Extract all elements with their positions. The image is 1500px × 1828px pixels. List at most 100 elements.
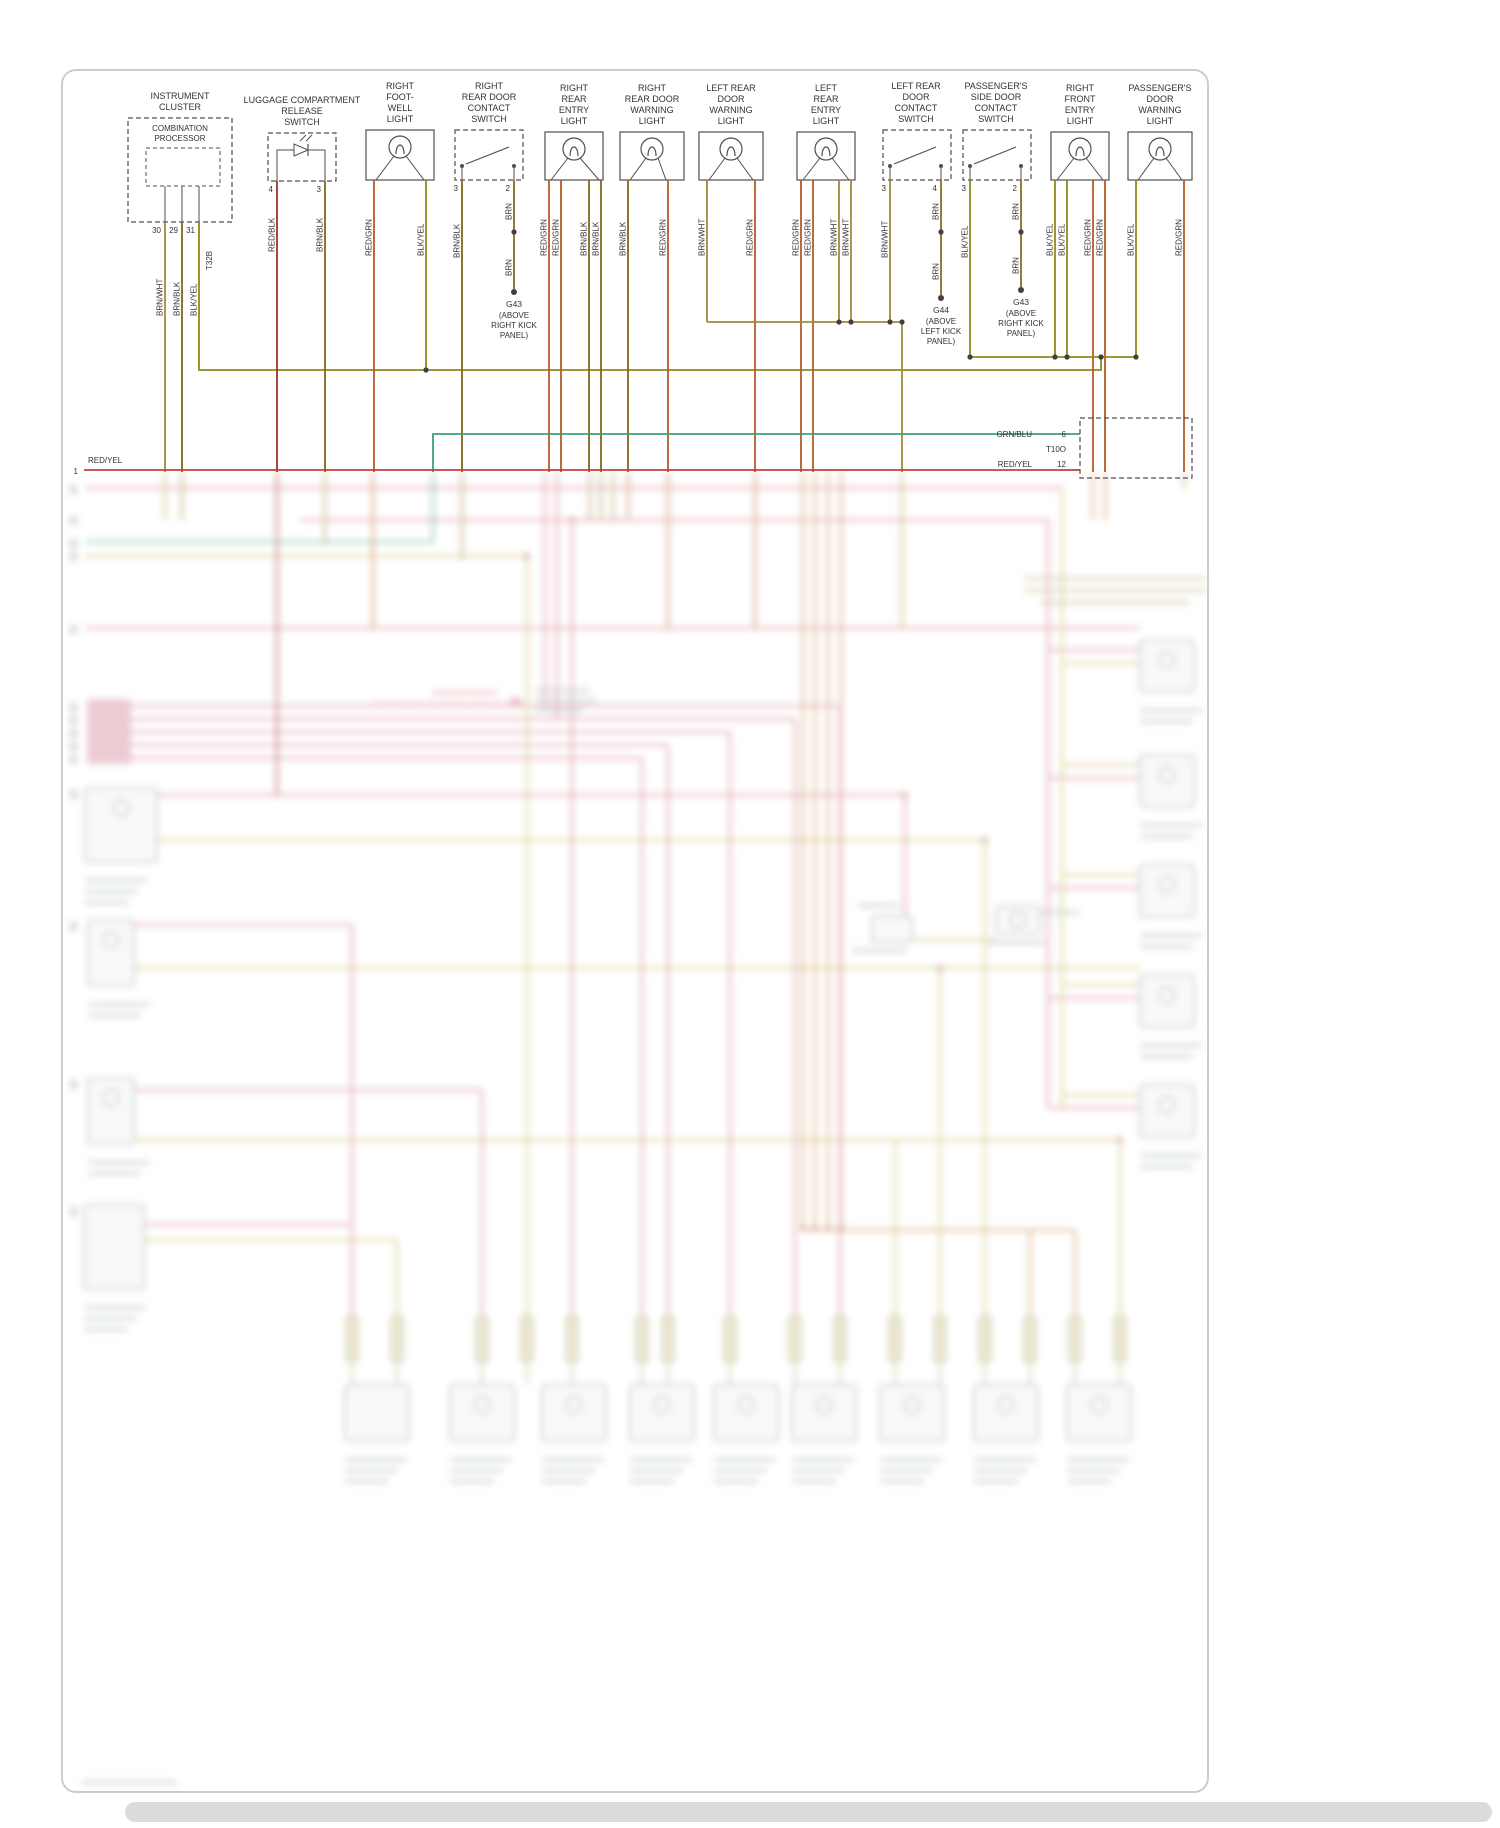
component-title: LIGHT	[813, 116, 840, 126]
blurred-component-box	[84, 787, 158, 863]
blurred-row-number	[70, 539, 77, 548]
ground-name: G43	[1013, 297, 1029, 307]
component-title: PASSENGER'S	[1128, 83, 1191, 93]
wire-color-label: BRN	[932, 203, 941, 220]
wire-color-label: RED/BLK	[268, 217, 277, 252]
wire-color-label: RED/GRN	[1175, 219, 1184, 256]
lamp-leg	[1056, 157, 1075, 181]
junction-dot	[899, 319, 905, 325]
component-title: SWITCH	[898, 114, 934, 124]
blurred-component-symbol	[1158, 1096, 1176, 1114]
lamp-leg	[375, 155, 395, 181]
blurred-junction-dot	[524, 553, 530, 559]
blurred-text-blob	[630, 1457, 692, 1462]
blurred-component-box	[344, 1384, 410, 1442]
contact-dot	[939, 164, 943, 168]
blurred-text-blob	[714, 1479, 758, 1484]
right-connector-box	[1079, 417, 1193, 479]
lamp-icon	[1148, 137, 1172, 161]
processor-box	[145, 147, 221, 187]
ground-location: (ABOVE	[926, 317, 956, 326]
wire-color-label: BLK/YEL	[1127, 223, 1136, 256]
wire-color-label: BRN/BLK	[592, 221, 601, 256]
blurred-text-blob	[88, 1013, 141, 1018]
blurred-text-blob	[535, 698, 597, 703]
blurred-component-box	[871, 915, 913, 943]
component-title: SWITCH	[978, 114, 1014, 124]
blurred-text-blob	[450, 1468, 503, 1473]
lamp-filament	[1155, 146, 1165, 157]
lamp-leg	[1085, 157, 1104, 181]
wire-color-label: BLK/YEL	[1058, 223, 1067, 256]
blurred-junction-dot	[812, 1225, 818, 1231]
lamp-filament	[395, 144, 405, 155]
component-title: DOOR	[903, 92, 931, 102]
lamp-leg	[1165, 157, 1183, 181]
wire-color-label: BRN/BLK	[173, 281, 182, 316]
blurred-row-number	[70, 755, 77, 764]
blurred-text-blob	[880, 1468, 933, 1473]
blurred-row-number	[70, 790, 77, 799]
component-title: WARNING	[630, 105, 673, 115]
blurred-component-symbol	[737, 1396, 755, 1414]
contact-dot	[460, 164, 464, 168]
blurred-text-blob	[1140, 933, 1202, 938]
blurred-text-blob	[1140, 1153, 1202, 1158]
blurred-text-blob	[852, 948, 907, 953]
junction-dot	[848, 319, 854, 325]
blurred-row-number	[70, 703, 77, 712]
blurred-component-symbol	[1158, 766, 1176, 784]
junction-dot	[423, 367, 429, 373]
wire-color-label: RED/GRN	[1096, 219, 1105, 256]
component-title: SWITCH	[284, 117, 320, 127]
horizontal-scrollbar[interactable]	[125, 1802, 1492, 1822]
lamp-filament	[821, 146, 831, 157]
ground-location: LEFT KICK	[921, 327, 962, 336]
blurred-component-symbol	[815, 1396, 833, 1414]
blurred-junction-dot	[800, 1225, 806, 1231]
junction-dot	[1098, 354, 1104, 360]
blurred-text-blob	[1024, 576, 1206, 581]
lamp-leg	[579, 157, 600, 181]
ground-symbol	[1018, 287, 1024, 293]
lamp-icon	[814, 137, 838, 161]
component-title: WARNING	[1138, 105, 1181, 115]
blurred-text-blob	[450, 1479, 494, 1484]
component-title: WARNING	[709, 105, 752, 115]
contact-dot	[512, 164, 516, 168]
blurred-text-blob	[345, 1457, 407, 1462]
lamp-leg	[405, 155, 425, 181]
blurred-junction-dot	[937, 965, 943, 971]
blurred-component-symbol	[112, 799, 130, 817]
blurred-text-blob	[880, 1457, 942, 1462]
blurred-text-blob	[1040, 600, 1190, 605]
component-title: LUGGAGE COMPARTMENT	[244, 95, 361, 105]
component-box	[962, 129, 1032, 181]
wire-color-label: BRN/WHT	[842, 219, 851, 256]
wire-color-label: RED/GRN	[552, 219, 561, 256]
wire	[432, 433, 1080, 472]
blurred-text-blob	[535, 708, 583, 713]
pin-number: 12	[1057, 460, 1066, 469]
wire-color-label: BLK/YEL	[961, 225, 970, 258]
blurred-text-blob	[792, 1457, 854, 1462]
blurred-component-box	[83, 1204, 145, 1290]
blurred-row-number	[70, 552, 77, 561]
wire-color-label: BRN/WHT	[830, 219, 839, 256]
junction-dot	[1064, 354, 1070, 360]
lamp-icon	[562, 137, 586, 161]
blurred-text-blob	[345, 1479, 389, 1484]
wire-color-label: RED/GRN	[540, 219, 549, 256]
blurred-text-blob	[85, 878, 147, 883]
wire-color-label: BLK/YEL	[190, 283, 199, 316]
component-box	[127, 117, 233, 223]
ground-name: G44	[933, 305, 949, 315]
wire-color-label: RED/GRN	[659, 219, 668, 256]
wire-color-label: BRN/BLK	[580, 221, 589, 256]
blurred-connector-block	[87, 751, 131, 764]
